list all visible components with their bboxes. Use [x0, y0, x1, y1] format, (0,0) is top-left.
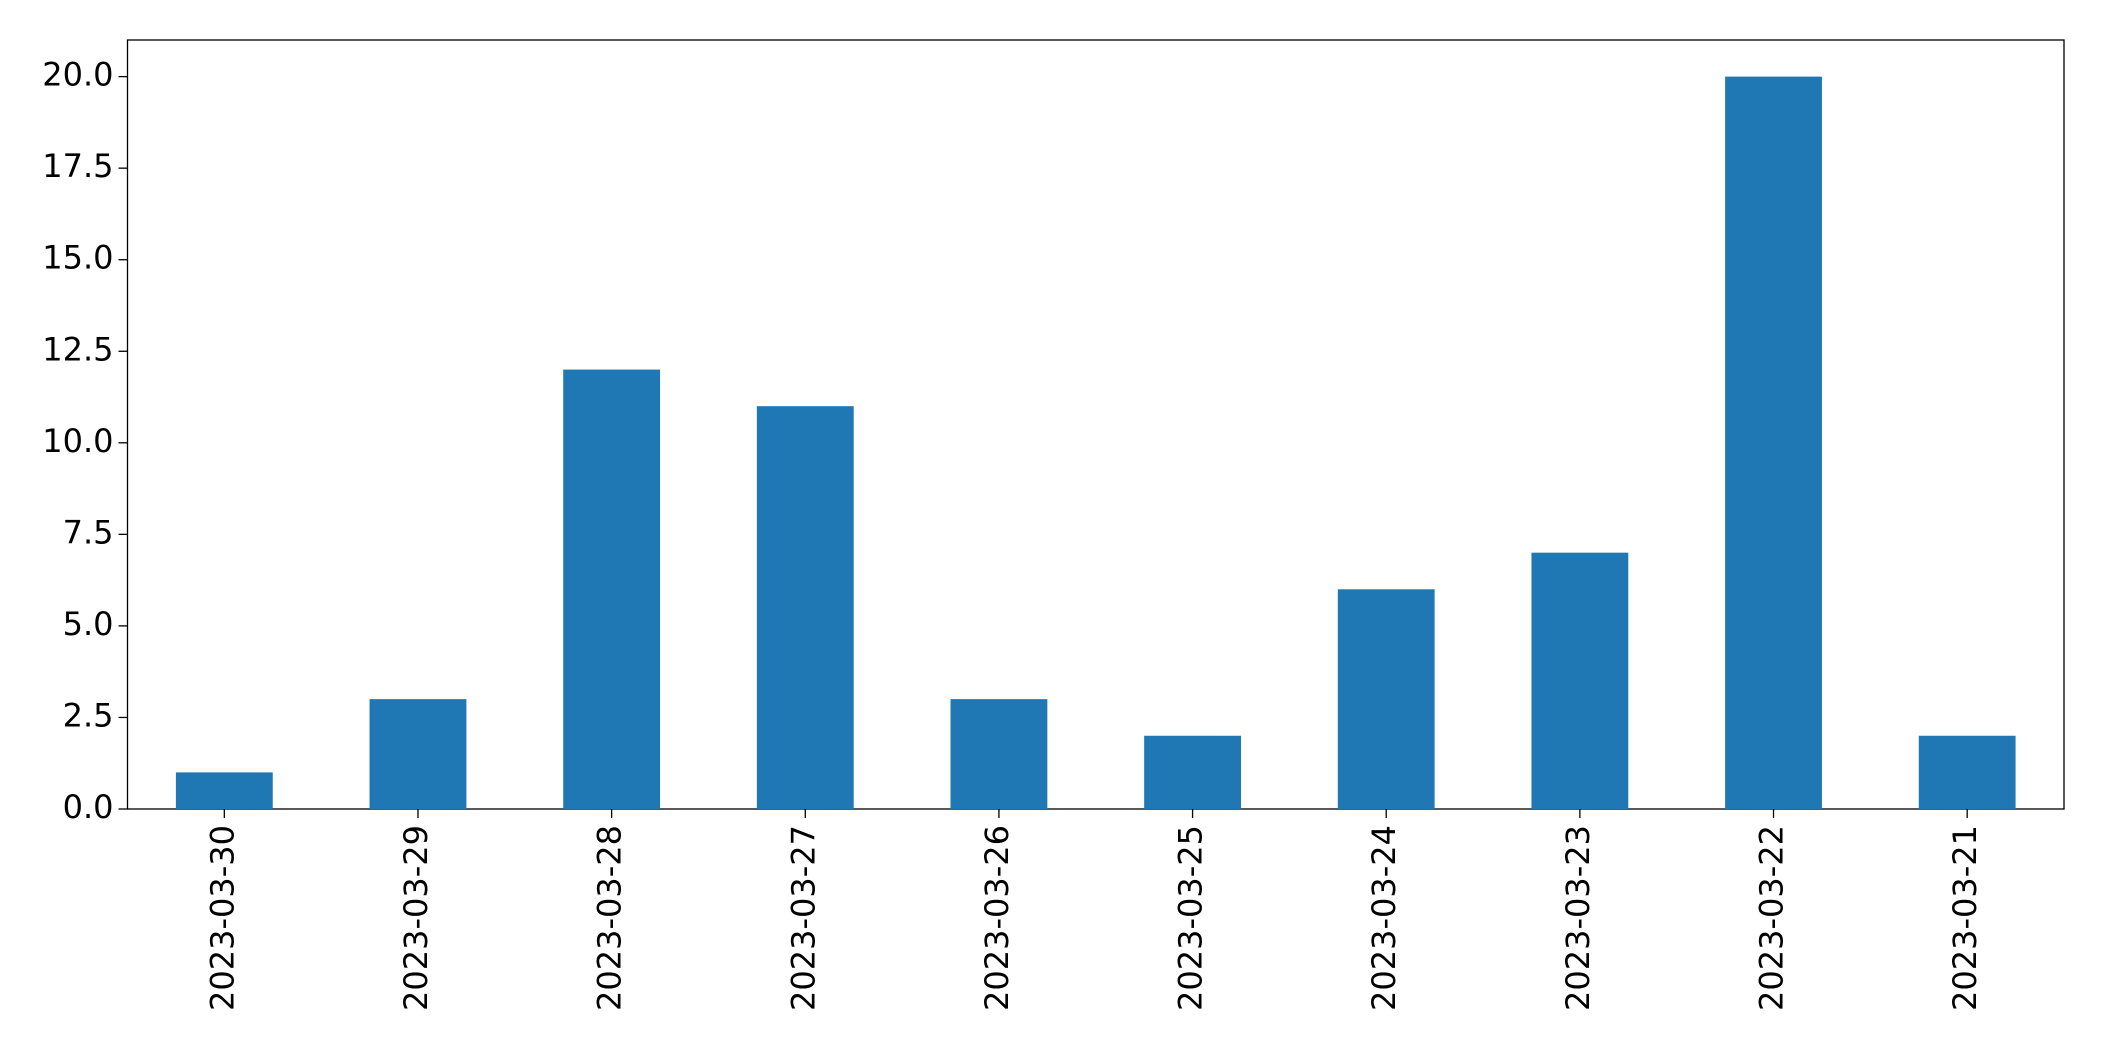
- plot-frame: [126, 39, 2065, 810]
- bar: [950, 699, 1048, 809]
- x-tick-label: 2023-03-21: [1946, 825, 1984, 1011]
- x-tick-label: 2023-03-27: [784, 825, 822, 1011]
- x-tick-label: 2023-03-30: [203, 825, 241, 1011]
- bar: [1144, 735, 1241, 809]
- bar: [1725, 76, 1822, 810]
- bar: [563, 369, 661, 809]
- x-tick-label: 2023-03-29: [397, 825, 435, 1011]
- x-tick-label: 2023-03-26: [978, 825, 1016, 1011]
- bar: [756, 406, 854, 809]
- y-tick-label: 15.0: [42, 239, 113, 277]
- y-tick-label: 0.0: [63, 788, 114, 826]
- x-tick-label: 2023-03-24: [1365, 825, 1403, 1011]
- x-tick-label: 2023-03-22: [1753, 825, 1791, 1011]
- x-tick-label: 2023-03-25: [1172, 825, 1210, 1011]
- x-tick-label: 2023-03-23: [1559, 825, 1597, 1011]
- bar: [369, 699, 467, 809]
- y-tick-label: 10.0: [42, 422, 113, 460]
- y-tick-label: 7.5: [63, 513, 114, 551]
- bar: [1531, 552, 1629, 809]
- bar: [1337, 589, 1435, 809]
- y-tick-label: 12.5: [42, 330, 113, 368]
- y-tick-label: 2.5: [63, 696, 114, 734]
- bar: [175, 772, 273, 809]
- y-tick-label: 5.0: [63, 605, 114, 643]
- x-tick-label: 2023-03-28: [591, 825, 629, 1011]
- y-tick-label: 20.0: [42, 56, 113, 94]
- bar: [1918, 735, 2016, 809]
- y-tick-label: 17.5: [42, 147, 113, 185]
